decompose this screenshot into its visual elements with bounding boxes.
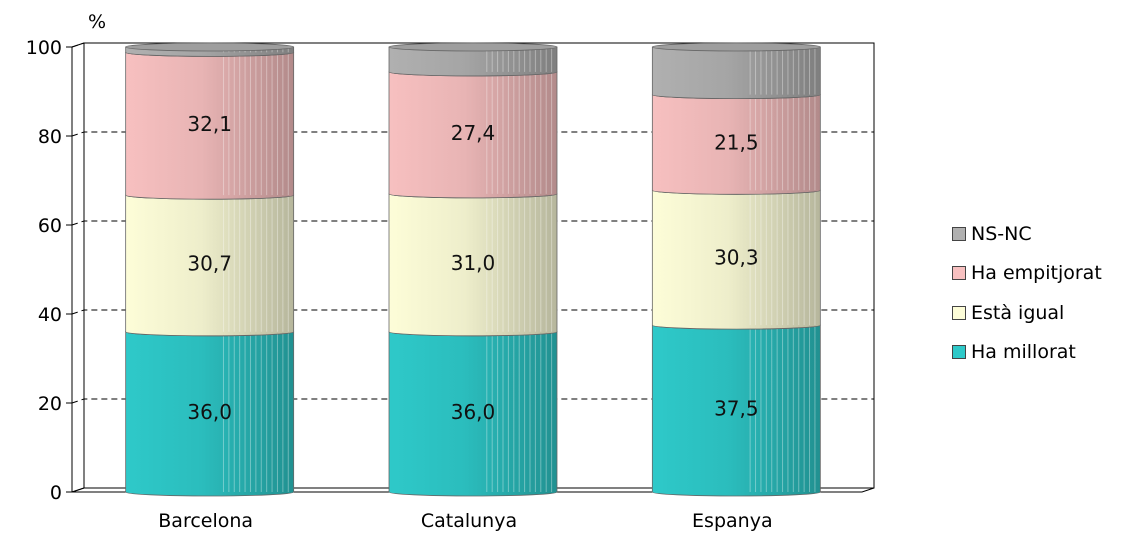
legend-swatch (952, 226, 966, 241)
data-label: 36,0 (451, 400, 496, 424)
y-tick-label: 100 (26, 37, 62, 59)
y-tick-label: 40 (38, 304, 62, 326)
y-unit-label: % (88, 11, 106, 33)
bar-segment (651, 42, 821, 100)
grid-line (71, 220, 874, 226)
data-label: 27,4 (451, 121, 496, 145)
y-tick-label: 20 (38, 393, 62, 415)
legend-item: Està igual (952, 293, 1102, 333)
legend-swatch (952, 266, 966, 281)
bar-segment (388, 42, 558, 77)
x-axis: Barcelona Catalunya Espanya (158, 510, 772, 532)
y-axis: 0 20 40 60 80 100 (26, 37, 72, 504)
bar-segment (388, 189, 558, 337)
legend-swatch (952, 345, 966, 360)
category-label: Espanya (692, 510, 773, 532)
legend-item: Ha empitjorat (952, 254, 1102, 294)
legend-item: Ha millorat (952, 333, 1102, 373)
y-tick-label: 60 (38, 215, 62, 237)
y-tick-label: 80 (38, 126, 62, 148)
grid-line (71, 398, 874, 404)
legend-label: Està igual (971, 301, 1065, 324)
grid-lines (71, 42, 874, 404)
legend: NS-NC Ha empitjorat Està igual Ha millorat (952, 214, 1102, 372)
data-label: 37,5 (714, 397, 759, 421)
legend-item: NS-NC (952, 214, 1102, 254)
grid-line (71, 131, 874, 137)
grid-line (71, 309, 874, 315)
data-label: 32,1 (187, 112, 232, 136)
bar-segment (125, 42, 295, 57)
legend-label: NS-NC (971, 222, 1032, 245)
data-label: 31,0 (451, 251, 496, 275)
grid-line (71, 42, 874, 48)
legend-label: Ha empitjorat (971, 262, 1102, 285)
side-edge (71, 42, 85, 493)
legend-label: Ha millorat (971, 341, 1076, 364)
legend-swatch (952, 305, 966, 320)
bar-segment (651, 90, 821, 195)
category-label: Catalunya (421, 510, 517, 532)
y-tick-label: 0 (50, 482, 62, 504)
data-label: 30,7 (187, 251, 232, 275)
category-label: Barcelona (158, 510, 253, 532)
data-label: 30,3 (714, 246, 759, 270)
data-label: 21,5 (714, 130, 759, 154)
data-label: 36,0 (187, 400, 232, 424)
bar-segment (388, 327, 558, 497)
bars: 36,0 30,7 32,1 36,0 31,0 27,4 37,5 30,3 21,5 (125, 42, 821, 497)
